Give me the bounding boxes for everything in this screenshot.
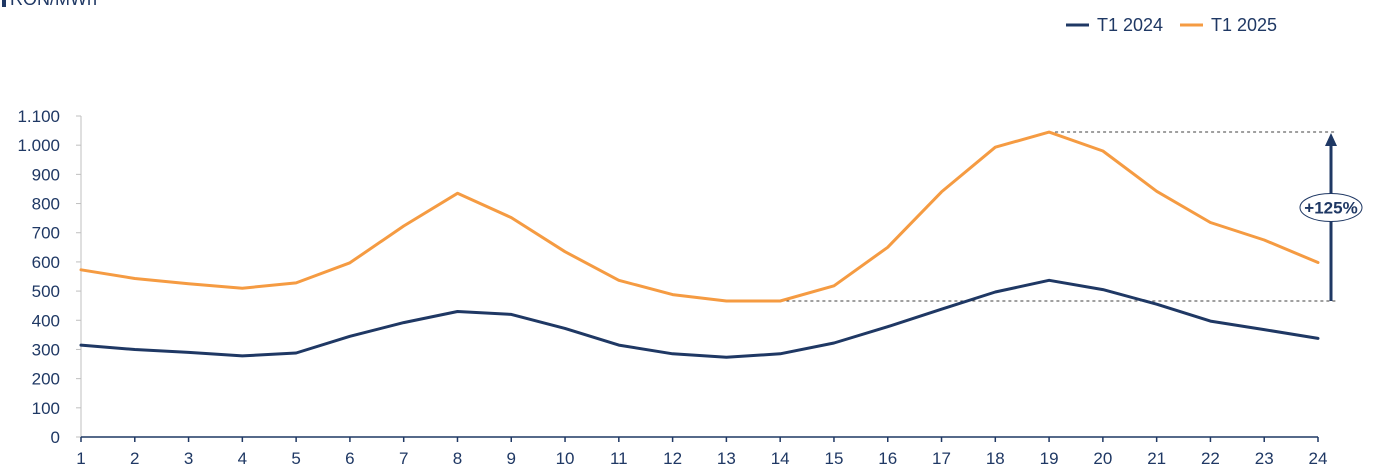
x-tick-label: 13 — [717, 449, 736, 468]
y-tick-label: 300 — [32, 340, 60, 359]
legend-label-t1-2025: T1 2025 — [1211, 15, 1277, 35]
x-tick-label: 12 — [663, 449, 682, 468]
x-tick-label: 20 — [1093, 449, 1112, 468]
x-tick-label: 16 — [878, 449, 897, 468]
x-tick-label: 6 — [345, 449, 354, 468]
legend-label-t1-2024: T1 2024 — [1097, 15, 1163, 35]
x-tick-label: 14 — [771, 449, 790, 468]
x-tick-label: 5 — [291, 449, 300, 468]
x-axis-ticks: 1 2 3 4 5 6 7 8 9 10 11 12 13 14 15 16 17 18 19 20 21 22 23 24 — [76, 437, 1327, 468]
x-tick-label: 2 — [130, 449, 139, 468]
y-tick-label: 700 — [32, 224, 60, 243]
x-tick-label: 24 — [1309, 449, 1328, 468]
annotation-label-bubble — [1299, 193, 1363, 223]
series-line-t1-2024 — [79, 278, 1320, 359]
x-tick-label: 23 — [1255, 449, 1274, 468]
x-tick-label: 19 — [1040, 449, 1059, 468]
y-tick-label: 800 — [32, 195, 60, 214]
unit-label-marker — [2, 0, 6, 7]
x-tick-label: 3 — [184, 449, 193, 468]
y-tick-label: 0 — [51, 428, 60, 447]
x-tick-label: 15 — [824, 449, 843, 468]
y-axis-ticks: 0 100 200 300 400 500 600 700 800 900 1.000 1.100 — [17, 107, 81, 447]
unit-label: RON/MWh — [10, 0, 97, 9]
y-tick-label: 1.000 — [17, 136, 60, 155]
annotation-label: +125% — [1304, 199, 1357, 218]
x-tick-label: 18 — [986, 449, 1005, 468]
y-tick-label: 900 — [32, 165, 60, 184]
y-tick-label: 200 — [32, 370, 60, 389]
series-line-t1-2025 — [79, 130, 1320, 303]
x-tick-label: 7 — [399, 449, 408, 468]
series-lines — [79, 130, 1320, 359]
x-tick-label: 8 — [453, 449, 462, 468]
x-tick-label: 21 — [1147, 449, 1166, 468]
x-tick-label: 22 — [1201, 449, 1220, 468]
legend: T1 2024 T1 2025 — [1066, 15, 1277, 35]
x-tick-label: 4 — [238, 449, 247, 468]
y-tick-label: 1.100 — [17, 107, 60, 126]
x-tick-label: 10 — [556, 449, 575, 468]
growth-annotation: +125% — [726, 131, 1363, 302]
y-tick-label: 500 — [32, 282, 60, 301]
y-tick-label: 400 — [32, 311, 60, 330]
x-tick-label: 1 — [76, 449, 85, 468]
x-tick-label: 11 — [610, 449, 628, 468]
y-tick-label: 100 — [32, 399, 60, 418]
annotation-arrow-head — [1325, 133, 1337, 147]
x-tick-label: 9 — [507, 449, 516, 468]
y-tick-label: 600 — [32, 253, 60, 272]
x-tick-label: 17 — [932, 449, 951, 468]
